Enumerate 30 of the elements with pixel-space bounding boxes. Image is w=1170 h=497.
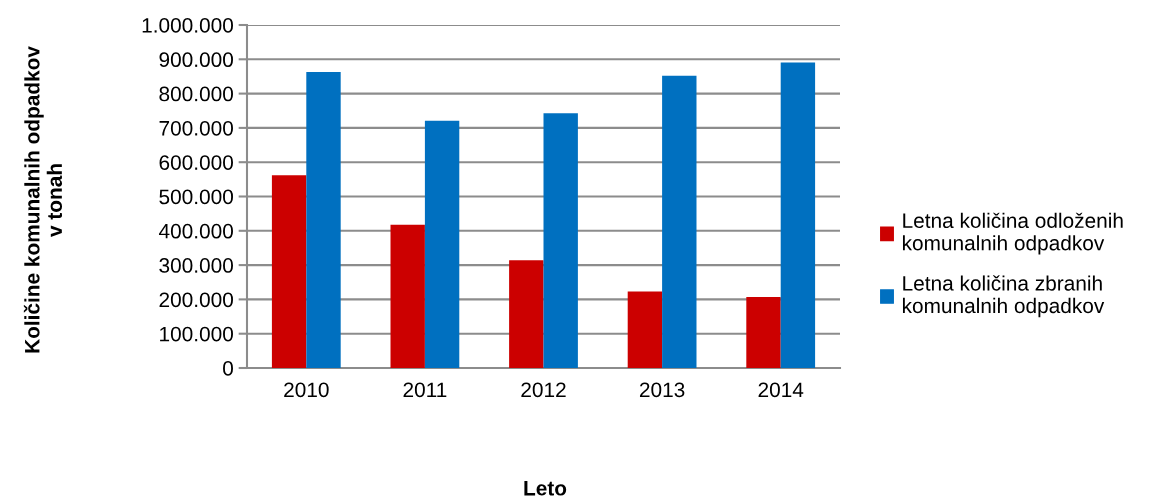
bar (543, 113, 578, 368)
y-tick-label: 500.000 (159, 189, 233, 205)
bar (390, 224, 425, 368)
x-tick-label: 2011 (403, 382, 447, 398)
bar (746, 297, 781, 368)
bar (780, 62, 816, 368)
legend-label: Letna količina zbranih komunalnih odpadkov (902, 275, 1105, 318)
x-tick-label: 2014 (758, 382, 804, 398)
y-tick-label: 200.000 (159, 292, 233, 308)
y-tick-label: 900.000 (159, 52, 233, 68)
y-axis-title: Količine komunalnih odpadkov v tonah (23, 46, 63, 353)
y-tick-label: 700.000 (159, 120, 233, 136)
y-tick-label: 400.000 (158, 223, 233, 239)
x-tick-label: 2010 (284, 382, 329, 398)
y-tick-label: 300.000 (159, 258, 233, 273)
y-tick-label: 1.000.000 (142, 18, 233, 33)
y-tick-label: 800.000 (159, 86, 233, 102)
bar (509, 260, 544, 368)
bar (424, 120, 460, 368)
bar (271, 175, 307, 368)
y-tick-label: 600.000 (159, 155, 233, 170)
y-tick-label: 0 (223, 361, 233, 376)
bar (662, 75, 697, 368)
x-tick-label: 2012 (521, 382, 566, 398)
x-tick-label: 2013 (639, 382, 685, 398)
bar (627, 291, 663, 368)
x-axis-title: Leto (524, 481, 567, 496)
legend-label: Letna količina odloženih komunalnih odpadkov (902, 212, 1123, 255)
y-tick-label: 100.000 (160, 326, 233, 342)
bar (306, 71, 341, 368)
